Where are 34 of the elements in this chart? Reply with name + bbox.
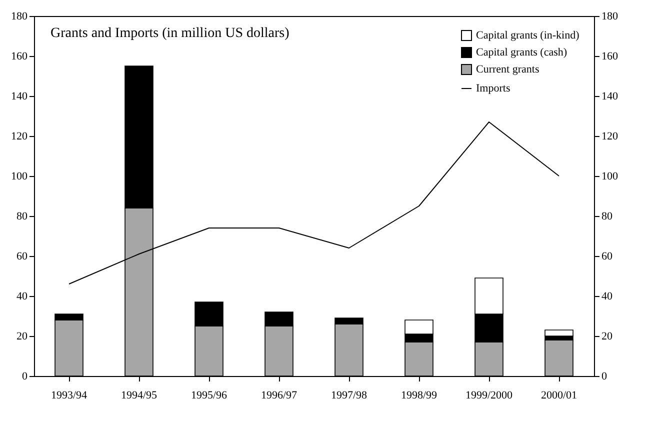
- y2-tick-label: 100: [602, 170, 618, 182]
- x-tick-label: 1995/96: [190, 390, 228, 402]
- y2-tick-label: 180: [602, 10, 618, 22]
- x-tick-label: 2000/01: [540, 390, 578, 402]
- legend-label: Capital grants (in-kind): [476, 30, 580, 42]
- y-tick-label: 120: [11, 130, 28, 142]
- x-tick-label: 1997/98: [330, 390, 368, 402]
- x-tick-label: 1998/99: [400, 390, 438, 402]
- y-tick-label: 180: [11, 10, 28, 22]
- x-tick-label: 1999/2000: [465, 390, 514, 402]
- bar: [544, 330, 574, 336]
- legend-label: Capital grants (cash): [476, 46, 568, 58]
- y-tick-label: 20: [16, 330, 28, 342]
- y-tick-label: 140: [11, 90, 28, 102]
- y2-tick-label: 60: [602, 250, 613, 262]
- x-tick-label: 1996/97: [260, 390, 298, 402]
- x-tick-label: 1993/94: [50, 390, 88, 402]
- y-tick-label: 80: [16, 210, 28, 222]
- y-tick-label: 40: [16, 290, 28, 302]
- y2-tick-label: 0: [602, 370, 608, 382]
- y2-tick-label: 120: [602, 130, 618, 142]
- y2-tick-label: 80: [602, 210, 613, 222]
- y-tick-label: 0: [22, 370, 28, 382]
- y2-tick-label: 40: [602, 290, 613, 302]
- y-tick-label: 100: [11, 170, 28, 182]
- y-tick-label: 160: [11, 50, 28, 62]
- y2-tick-label: 140: [602, 90, 618, 102]
- text: Grants and Imports (in million US dollars): [50, 26, 290, 41]
- y-tick-label: 60: [16, 250, 28, 262]
- legend-label: Imports: [476, 82, 510, 94]
- x-tick-label: 1994/95: [120, 390, 158, 402]
- y2-tick-label: 160: [602, 50, 618, 62]
- y2-tick-label: 20: [602, 330, 613, 342]
- legend-label: Current grants: [476, 64, 540, 76]
